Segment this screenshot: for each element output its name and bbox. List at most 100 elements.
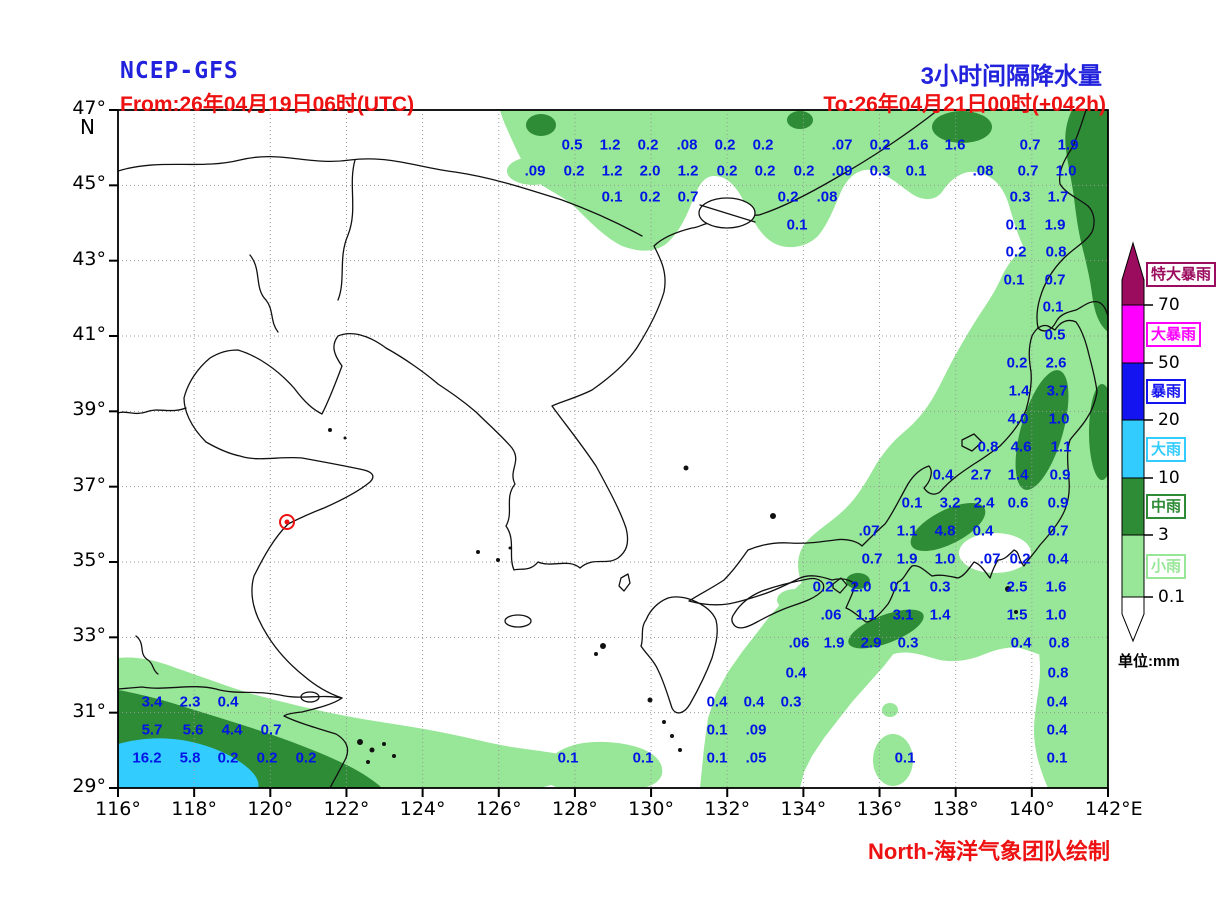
legend-threshold: 70: [1158, 295, 1180, 315]
forecast-from: From:26年04月19日06时(UTC): [120, 93, 415, 116]
precip-value: 0.7: [1019, 136, 1041, 154]
islet-dot: [670, 734, 674, 738]
precip-value: 1.1: [855, 606, 877, 624]
coastline: [640, 596, 718, 714]
precip-value: 0.2: [812, 578, 834, 596]
precip-value: 0.2: [1006, 354, 1028, 372]
coastline: [118, 155, 643, 237]
precip-value: 0.7: [677, 188, 699, 206]
lon-tick-label: 118°: [171, 798, 218, 820]
precip-value: 1.6: [907, 136, 929, 154]
precip-value: 0.2: [295, 749, 317, 767]
precip-value: 2.6: [1045, 354, 1067, 372]
islet-dot: [683, 465, 689, 471]
lon-tick-label: 126°: [475, 798, 522, 820]
islet-dot: [382, 742, 386, 746]
moderate-rain-region: [1015, 370, 1069, 490]
precip-value: 5.6: [182, 721, 204, 739]
precip-value: 3.1: [892, 606, 914, 624]
coastline: [183, 110, 939, 788]
lake-taihu: [300, 691, 320, 703]
legend-seg: [1121, 477, 1145, 536]
precip-value: .08: [676, 136, 698, 154]
legend-threshold: 10: [1158, 468, 1180, 488]
precip-value: 1.0: [934, 550, 956, 568]
lon-tick-label: 120°: [247, 798, 294, 820]
precip-value: 1.0: [1055, 162, 1077, 180]
precip-value: 0.2: [777, 188, 799, 206]
islet-dot: [357, 739, 363, 745]
legend-label-1: 特大暴雨: [1146, 262, 1217, 287]
precip-value: 0.9: [1047, 494, 1069, 512]
precip-value: 0.1: [1005, 216, 1027, 234]
islet-dot: [678, 748, 682, 752]
jeju-island: [504, 614, 532, 628]
precip-value: 0.4: [1010, 634, 1032, 652]
precip-value: 0.7: [1017, 162, 1039, 180]
legend-colorbar: [1121, 241, 1153, 643]
precip-value: 3.4: [141, 693, 163, 711]
moderate-rain-region: [932, 111, 992, 143]
precip-value: 0.8: [1047, 664, 1069, 682]
precip-value: 0.5: [1044, 326, 1066, 344]
precip-value: 1.9: [823, 634, 845, 652]
precip-value: 0.2: [256, 749, 278, 767]
legend-threshold: 20: [1158, 410, 1180, 430]
precip-value: 0.5: [561, 136, 583, 154]
islet-dot: [476, 550, 480, 554]
credit-text: North-海洋气象团队绘制: [868, 839, 1110, 864]
moderate-rain-region: [848, 609, 924, 649]
coastline: [688, 319, 1098, 623]
precip-value: 2.9: [860, 634, 882, 652]
precip-value: .09: [524, 162, 546, 180]
precip-value: 2.0: [850, 578, 872, 596]
moderate-rain-region: [1065, 110, 1108, 332]
precip-value: 5.7: [141, 721, 163, 739]
border-line: [699, 204, 756, 223]
precip-value: 0.1: [889, 578, 911, 596]
precip-value: .09: [831, 162, 853, 180]
precip-value: 0.1: [1003, 271, 1025, 289]
heavy-rain-region: [118, 738, 259, 788]
forecast-to: To:26年04月21日00时(+042h): [823, 93, 1106, 116]
precip-value: 4.4: [221, 721, 243, 739]
precip-value: 0.1: [894, 749, 916, 767]
legend-threshold: 50: [1158, 353, 1180, 373]
precip-value: 0.3: [780, 693, 802, 711]
islet-dot: [1005, 586, 1011, 592]
precip-value: 0.2: [637, 136, 659, 154]
precip-value: 2.3: [179, 693, 201, 711]
legend-unit: 单位:mm: [1118, 653, 1180, 670]
coastline: [961, 433, 983, 452]
precip-value: 0.4: [1047, 550, 1069, 568]
coastline: [135, 635, 159, 675]
precip-value: 0.1: [901, 494, 923, 512]
islet-dot: [662, 720, 666, 724]
north-label: N: [80, 115, 95, 139]
precip-value: 0.4: [1046, 721, 1068, 739]
precip-value: 0.3: [897, 634, 919, 652]
precip-shading-layer: [118, 110, 1108, 788]
islet-dot: [343, 436, 347, 440]
moderate-rain-region: [846, 573, 870, 589]
lon-tick-label: 142°E: [1084, 798, 1143, 820]
legend-label-2: 大暴雨: [1146, 322, 1202, 347]
precip-value: 1.6: [944, 136, 966, 154]
precip-value: 0.1: [557, 749, 579, 767]
lon-tick-label: 138°: [932, 798, 979, 820]
precip-value: 1.9: [1057, 136, 1079, 154]
precip-value: 1.4: [1007, 466, 1029, 484]
coastline: [118, 686, 343, 699]
precip-value: .09: [745, 721, 767, 739]
light-rain-region: [700, 476, 986, 788]
precip-value: 0.2: [1005, 243, 1027, 261]
precip-value: 0.1: [905, 162, 927, 180]
legend-threshold: 3: [1158, 525, 1169, 545]
legend-seg: [1121, 419, 1145, 479]
legend-seg-trace: [1121, 596, 1145, 643]
precip-value: 1.1: [896, 522, 918, 540]
page-title: 3小时间隔降水量: [920, 63, 1102, 90]
precip-value: .07: [858, 522, 880, 540]
